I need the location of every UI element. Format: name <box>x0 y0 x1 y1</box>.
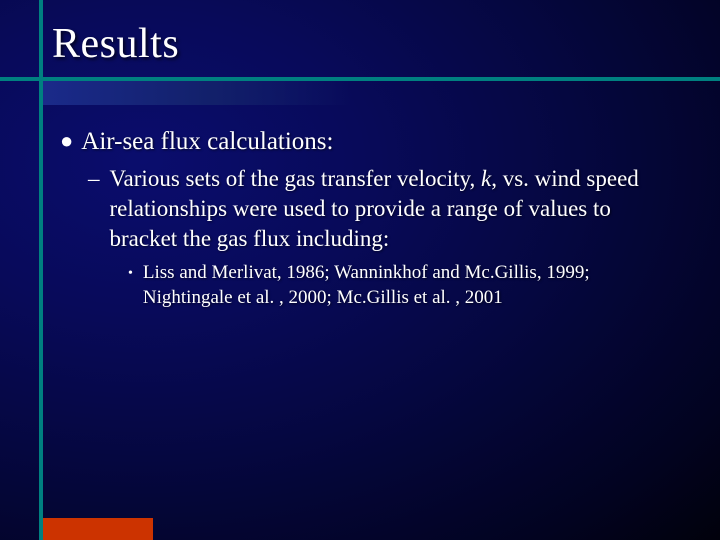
bullet-level-2: – Various sets of the gas transfer veloc… <box>88 164 670 254</box>
l2-text-italic-k: k <box>481 166 491 191</box>
bullet-marker-l2: – <box>88 164 100 194</box>
slide: Results ● Air-sea flux calculations: – V… <box>0 0 720 540</box>
horizontal-divider <box>0 77 720 81</box>
bullet-marker-l3: • <box>128 262 133 286</box>
bullet-level-3: • Liss and Merlivat, 1986; Wanninkhof an… <box>128 260 670 310</box>
bullet-text-l2: Various sets of the gas transfer velocit… <box>110 164 671 254</box>
bullet-level-1: ● Air-sea flux calculations: <box>60 126 670 158</box>
l2-text-pre: Various sets of the gas transfer velocit… <box>110 166 482 191</box>
bullet-text-l3: Liss and Merlivat, 1986; Wanninkhof and … <box>143 260 670 310</box>
bullet-marker-l1: ● <box>60 127 73 155</box>
bullet-text-l1: Air-sea flux calculations: <box>81 126 333 158</box>
title-accent-bar <box>43 81 353 105</box>
slide-title: Results <box>52 20 179 68</box>
slide-content: ● Air-sea flux calculations: – Various s… <box>60 126 670 310</box>
vertical-divider <box>39 0 43 540</box>
footer-accent-bar <box>43 518 153 540</box>
